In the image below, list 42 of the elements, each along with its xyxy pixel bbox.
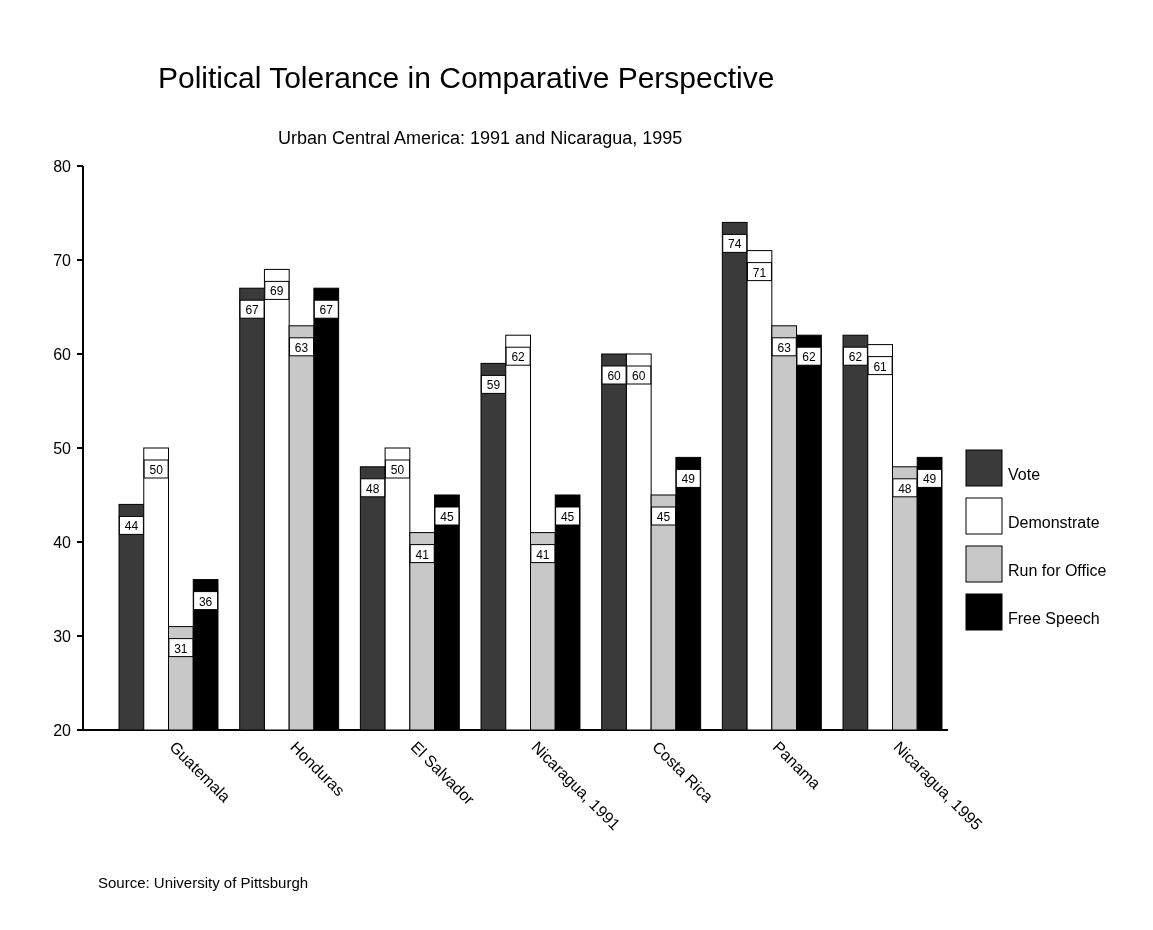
y-tick-label: 20	[53, 722, 72, 739]
y-tick-label: 60	[53, 346, 72, 363]
data-label: 48	[898, 481, 912, 496]
legend-label: Demonstrate	[1008, 514, 1100, 531]
y-tick-label: 40	[53, 534, 72, 551]
data-label: 44	[124, 519, 139, 534]
data-label: 67	[245, 303, 260, 318]
y-tick-label: 50	[53, 440, 72, 457]
data-label: 60	[607, 369, 622, 383]
data-label: 61	[873, 359, 888, 374]
data-label: 62	[511, 350, 526, 365]
data-label: 59	[486, 378, 501, 393]
y-tick-label: 70	[53, 252, 72, 269]
y-tick-label: 30	[53, 628, 72, 645]
data-label: 36	[198, 594, 213, 609]
data-label: 67	[319, 303, 334, 318]
data-label: 45	[560, 510, 575, 524]
data-label: 45	[656, 510, 671, 524]
data-label: 48	[366, 481, 380, 496]
data-label: 49	[681, 472, 696, 487]
source-note: Source: University of Pittsburgh	[98, 874, 309, 891]
y-tick-label: 80	[53, 158, 72, 175]
data-label: 60	[632, 369, 646, 383]
data-label: 31	[174, 641, 188, 656]
chart-title: Political Tolerance in Comparative Perspective	[158, 61, 775, 94]
legend-label: Vote	[1008, 466, 1041, 483]
data-label: 41	[536, 547, 550, 562]
data-label: 71	[752, 265, 767, 280]
legend-label: Run for Office	[1008, 562, 1107, 579]
data-label: 63	[294, 340, 309, 355]
data-label: 74	[728, 237, 742, 252]
data-label: 62	[848, 350, 863, 365]
data-label: 49	[922, 472, 937, 487]
chart-subtitle: Urban Central America: 1991 and Nicaragua, 1995	[278, 128, 683, 148]
data-label: 50	[390, 463, 405, 477]
data-label: 41	[415, 547, 430, 562]
data-label: 69	[270, 284, 284, 299]
data-label: 63	[777, 340, 792, 355]
data-label: 62	[802, 350, 816, 365]
data-label: 45	[440, 510, 454, 524]
data-label: 50	[149, 463, 164, 477]
legend-label: Free Speech	[1008, 610, 1100, 627]
